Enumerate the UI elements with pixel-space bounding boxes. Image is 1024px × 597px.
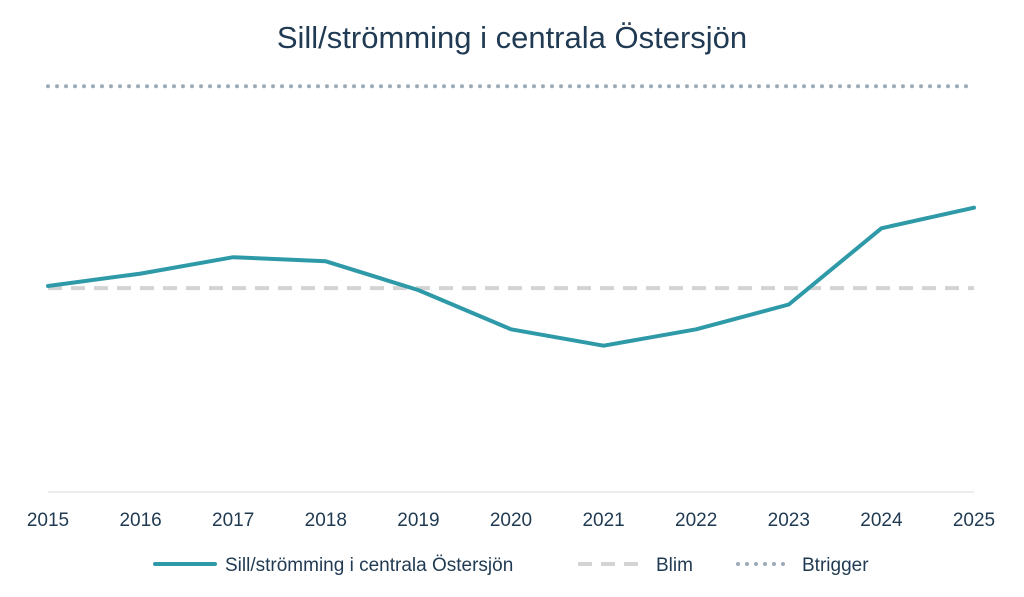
x-tick-label: 2020 — [490, 510, 532, 531]
x-tick-label: 2017 — [212, 510, 254, 531]
x-tick-label: 2015 — [27, 510, 69, 531]
series-line-0 — [46, 205, 976, 348]
legend-label: Sill/strömming i centrala Östersjön — [225, 555, 513, 576]
legend: Sill/strömming i centrala Östersjön Blim B… — [153, 555, 869, 576]
x-tick-label: 2024 — [860, 510, 903, 531]
legend-label: Btrigger — [802, 555, 869, 576]
x-tick-label: 2022 — [675, 510, 717, 531]
x-tick-label: 2016 — [119, 510, 161, 531]
series-layer — [46, 84, 976, 348]
x-tick-label: 2021 — [582, 510, 624, 531]
legend-label: Blim — [656, 555, 693, 576]
x-tick-label: 2019 — [397, 510, 439, 531]
chart-title: Sill/strömming i centrala Östersjön — [277, 20, 747, 55]
x-tick-label: 2023 — [768, 510, 810, 531]
x-tick-label: 2025 — [953, 510, 995, 531]
x-axis-ticks: 2015 2016 2017 2018 2019 2020 2021 2022 2023 2024… — [27, 510, 995, 531]
x-tick-label: 2018 — [305, 510, 347, 531]
